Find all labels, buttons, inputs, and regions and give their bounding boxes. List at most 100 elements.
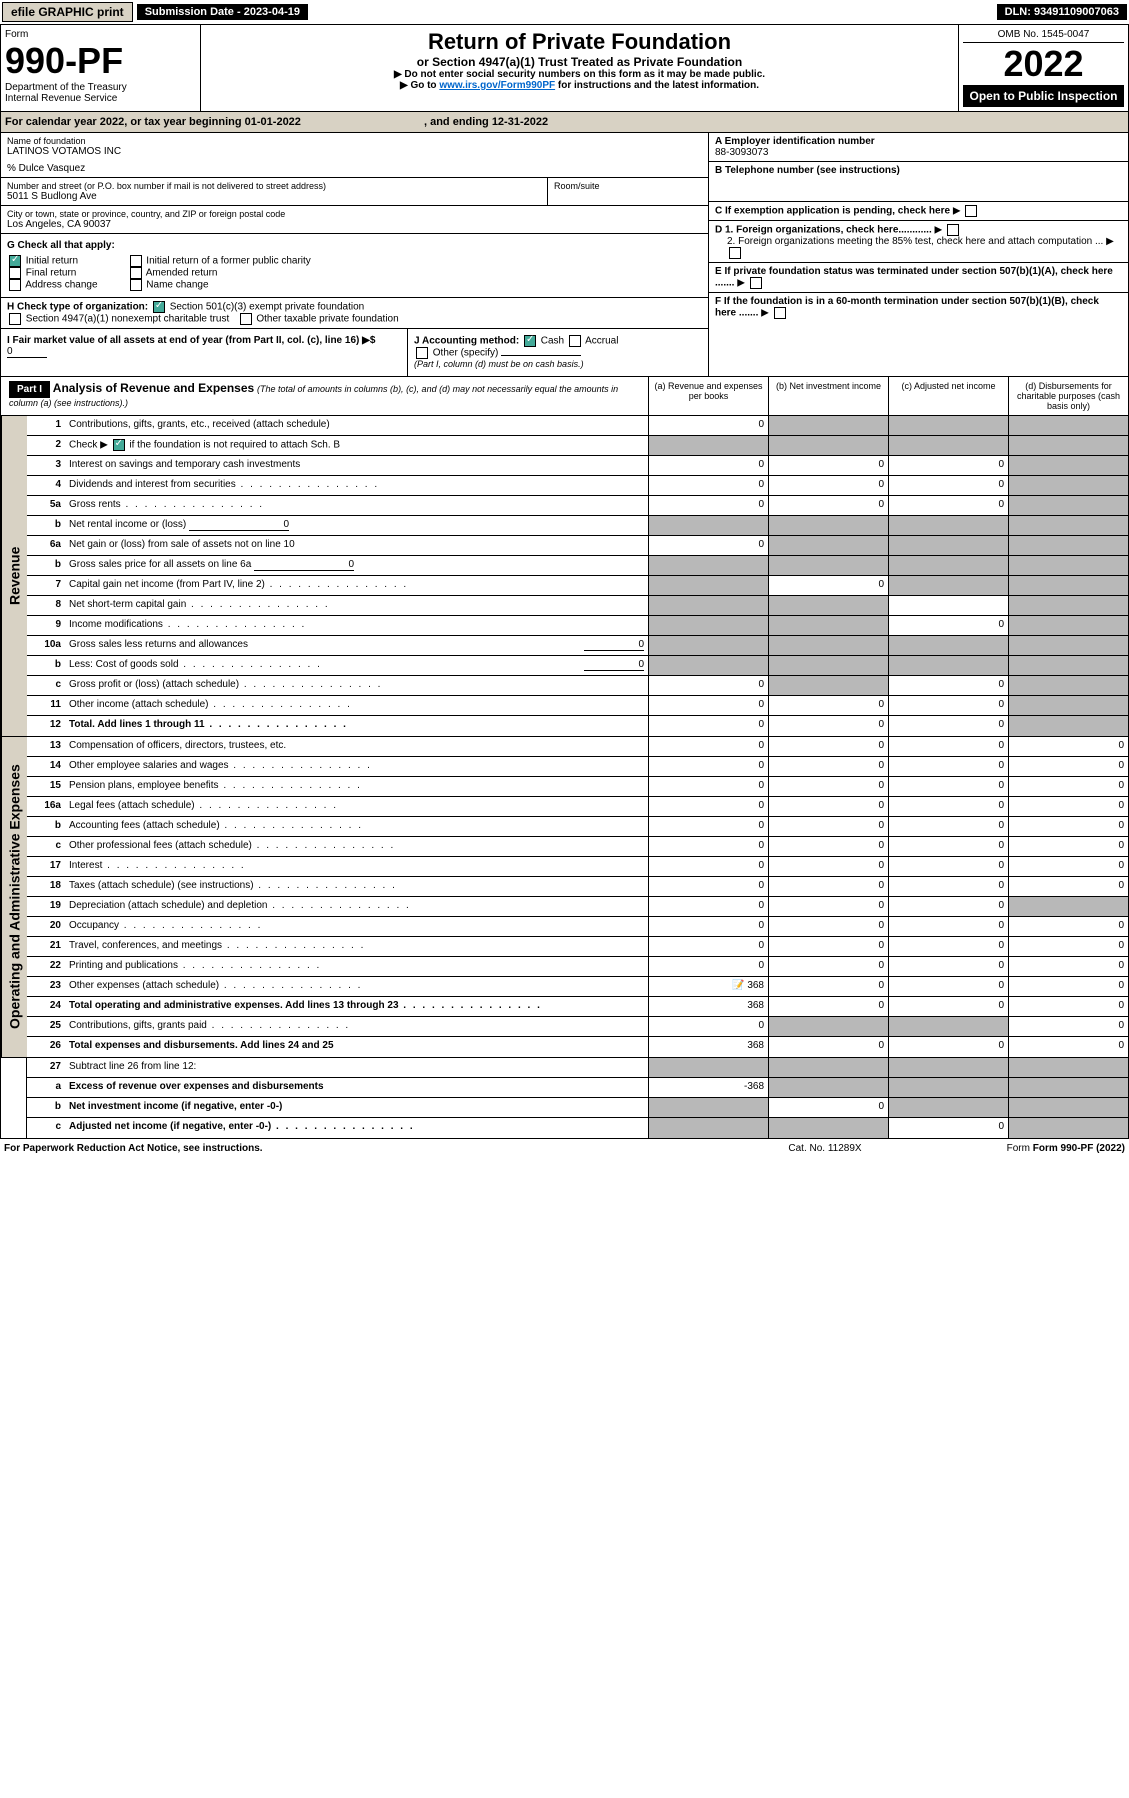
4947-checkbox[interactable]	[9, 313, 21, 325]
r10b-b	[768, 656, 888, 675]
r12-num: 12	[27, 716, 65, 736]
r6b-num: b	[27, 556, 65, 575]
r21-num: 21	[27, 937, 65, 956]
col-b-header: (b) Net investment income	[768, 377, 888, 415]
r7-desc: Capital gain net income (from Part IV, l…	[65, 576, 648, 595]
r17-num: 17	[27, 857, 65, 876]
r17-desc: Interest	[65, 857, 648, 876]
other-method-checkbox[interactable]	[416, 347, 428, 359]
c-label: C If exemption application is pending, c…	[715, 206, 950, 217]
r17-c: 0	[888, 857, 1008, 876]
e-checkbox[interactable]	[750, 277, 762, 289]
d1-label: D 1. Foreign organizations, check here..…	[715, 225, 932, 236]
r14-num: 14	[27, 757, 65, 776]
other-taxable-checkbox[interactable]	[240, 313, 252, 325]
r10b-c	[888, 656, 1008, 675]
initial-former-checkbox[interactable]	[130, 255, 142, 267]
efile-button[interactable]: efile GRAPHIC print	[2, 2, 133, 22]
r16c-num: c	[27, 837, 65, 856]
form-number: 990-PF	[5, 40, 196, 82]
r10a-text: Gross sales less returns and allowances	[69, 639, 248, 650]
r2-b	[768, 436, 888, 455]
form-label: Form	[5, 29, 196, 40]
r6a-num: 6a	[27, 536, 65, 555]
r10b-text: Less: Cost of goods sold	[69, 659, 179, 670]
col-a-header: (a) Revenue and expenses per books	[648, 377, 768, 415]
other-taxable-label: Other taxable private foundation	[256, 314, 398, 325]
r2-pre: Check ▶	[69, 440, 108, 451]
r10c-b	[768, 676, 888, 695]
r24-b: 0	[768, 997, 888, 1016]
r3-num: 3	[27, 456, 65, 475]
r6b-c	[888, 556, 1008, 575]
d1-checkbox[interactable]	[947, 224, 959, 236]
r4-num: 4	[27, 476, 65, 495]
r13-c: 0	[888, 737, 1008, 756]
form-ref: Form Form 990-PF (2022)	[925, 1143, 1125, 1154]
ein-value: 88-3093073	[715, 147, 1122, 158]
r12-c: 0	[888, 716, 1008, 736]
r9-text: Income modifications	[69, 619, 163, 630]
r11-c: 0	[888, 696, 1008, 715]
addr-change-label: Address change	[25, 280, 97, 291]
accrual-checkbox[interactable]	[569, 335, 581, 347]
r26-b: 0	[768, 1037, 888, 1057]
cash-checkbox[interactable]	[524, 335, 536, 347]
r10a-desc: Gross sales less returns and allowances …	[65, 636, 648, 655]
initial-return-checkbox[interactable]	[9, 255, 21, 267]
r6b-d	[1008, 556, 1128, 575]
r7-d	[1008, 576, 1128, 595]
r24-a: 368	[648, 997, 768, 1016]
r5a-num: 5a	[27, 496, 65, 515]
r23-a-val: 368	[747, 980, 764, 991]
r23-c: 0	[888, 977, 1008, 996]
f-checkbox[interactable]	[774, 307, 786, 319]
goto-pre: ▶ Go to	[400, 80, 439, 91]
schb-checkbox[interactable]	[113, 439, 125, 451]
expenses-side-label: Operating and Administrative Expenses	[1, 737, 27, 1057]
r16a-num: 16a	[27, 797, 65, 816]
form990pf-link[interactable]: www.irs.gov/Form990PF	[439, 80, 555, 91]
r6b-inline: 0	[254, 559, 354, 571]
j-section: J Accounting method: Cash Accrual Other …	[408, 329, 708, 376]
c-checkbox[interactable]	[965, 205, 977, 217]
r24-d: 0	[1008, 997, 1128, 1016]
r21-d: 0	[1008, 937, 1128, 956]
501c3-checkbox[interactable]	[153, 301, 165, 313]
r5b-text: Net rental income or (loss)	[69, 519, 186, 530]
other-method-field[interactable]	[501, 355, 581, 356]
r27c-a	[648, 1118, 768, 1138]
r22-desc: Printing and publications	[65, 957, 648, 976]
r1-desc: Contributions, gifts, grants, etc., rece…	[65, 416, 648, 435]
r10c-desc: Gross profit or (loss) (attach schedule)	[65, 676, 648, 695]
revenue-side-label: Revenue	[1, 416, 27, 736]
street-cell: Number and street (or P.O. box number if…	[1, 178, 548, 205]
j-label: J Accounting method:	[414, 336, 519, 347]
phone-cell: B Telephone number (see instructions)	[709, 162, 1128, 202]
r22-a: 0	[648, 957, 768, 976]
r24-c: 0	[888, 997, 1008, 1016]
r23-b: 0	[768, 977, 888, 996]
final-return-checkbox[interactable]	[9, 267, 21, 279]
r8-b	[768, 596, 888, 615]
form-title: Return of Private Foundation	[205, 29, 954, 55]
amended-checkbox[interactable]	[130, 267, 142, 279]
care-of: % Dulce Vasquez	[7, 163, 702, 174]
form-ref-text: Form 990-PF (2022)	[1033, 1143, 1125, 1154]
r10a-d	[1008, 636, 1128, 655]
r5b-a	[648, 516, 768, 535]
name-label: Name of foundation	[7, 136, 702, 146]
name-change-checkbox[interactable]	[130, 279, 142, 291]
addr-change-checkbox[interactable]	[9, 279, 21, 291]
r16b-a: 0	[648, 817, 768, 836]
r15-b: 0	[768, 777, 888, 796]
d2-checkbox[interactable]	[729, 247, 741, 259]
initial-return-label: Initial return	[26, 256, 78, 267]
r15-desc: Pension plans, employee benefits	[65, 777, 648, 796]
r15-text: Pension plans, employee benefits	[69, 780, 219, 791]
d-cell: D 1. Foreign organizations, check here..…	[709, 221, 1128, 263]
r14-text: Other employee salaries and wages	[69, 760, 229, 771]
part1-desc: Part I Analysis of Revenue and Expenses …	[1, 377, 648, 415]
g-section: G Check all that apply: Initial return F…	[1, 234, 708, 298]
r25-text: Contributions, gifts, grants paid	[69, 1020, 207, 1031]
